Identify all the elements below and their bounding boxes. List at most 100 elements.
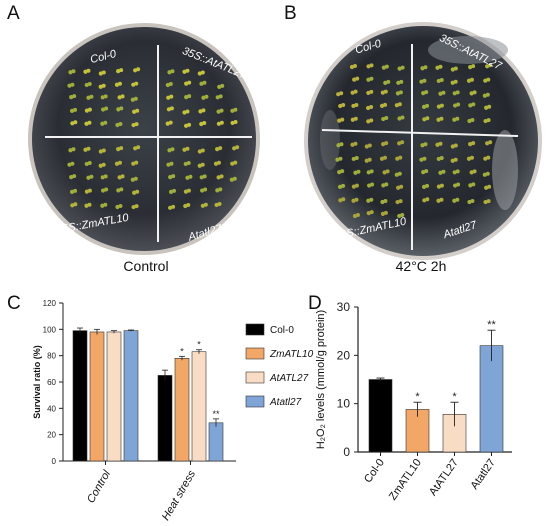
seedling: [354, 183, 359, 188]
seedling: [185, 68, 190, 73]
seedling: [135, 189, 140, 194]
control-plate: Col-0 35S::AtATL27 35S::ZmATL10 Atatl27: [28, 23, 260, 255]
bar: [174, 357, 190, 462]
bar: [157, 375, 173, 462]
bar: [368, 379, 393, 453]
seedling: [369, 105, 374, 110]
seedling: [455, 116, 460, 121]
seedling: [170, 69, 175, 74]
seedling: [220, 83, 225, 88]
seedling: [134, 81, 139, 86]
y-tick-label: 20: [337, 348, 351, 362]
seedling: [399, 184, 404, 189]
seedling: [169, 94, 174, 99]
seedling: [218, 146, 223, 151]
bar: [89, 331, 105, 462]
seedling: [104, 106, 109, 111]
seedling: [422, 156, 427, 161]
seedling: [87, 81, 92, 86]
seedling: [469, 155, 474, 160]
seedling: [439, 103, 444, 108]
significance-mark: *: [180, 346, 184, 356]
seedling: [369, 197, 374, 202]
seedling: [453, 79, 458, 84]
seedling: [441, 169, 446, 174]
significance-mark: **: [212, 409, 220, 419]
seedling: [367, 143, 372, 148]
seedling: [367, 157, 372, 162]
seedling: [353, 141, 358, 146]
seedling: [219, 120, 224, 125]
seedling: [133, 96, 138, 101]
seedling: [87, 188, 92, 193]
seedling: [117, 81, 122, 86]
seedling: [398, 155, 403, 160]
seedling: [439, 197, 444, 202]
seedling: [200, 70, 205, 75]
seedling: [486, 199, 491, 204]
seedling: [170, 147, 175, 152]
seedling: [104, 187, 109, 192]
bar: [106, 331, 122, 462]
seedling: [103, 174, 108, 179]
seedling: [425, 197, 430, 202]
significance-mark: **: [487, 319, 496, 331]
seedling: [423, 142, 428, 147]
seedling: [87, 120, 92, 125]
seedling: [486, 118, 491, 123]
seedling: [339, 142, 344, 147]
seedling: [485, 92, 490, 97]
x-tick-label: Heat stress: [160, 468, 198, 523]
seedling: [235, 145, 240, 150]
y-tick-label: 80: [47, 352, 56, 361]
seedling: [103, 120, 108, 125]
seedling: [340, 117, 345, 122]
bar: [479, 345, 504, 453]
seedling: [168, 81, 173, 86]
legend-swatch: [245, 395, 265, 408]
panel-letter-c: C: [7, 293, 21, 314]
panel-letter-a: A: [7, 3, 20, 24]
seedling: [441, 90, 446, 95]
seedling: [356, 169, 361, 174]
seedling: [354, 102, 359, 107]
seedling: [168, 120, 173, 125]
seedling: [118, 203, 123, 208]
seedling: [384, 116, 389, 121]
seedling: [439, 77, 444, 82]
seedling: [233, 160, 238, 165]
x-tick-label: Atatl27: [468, 457, 497, 492]
seedling: [425, 103, 430, 108]
seedling: [354, 155, 359, 160]
seedling: [171, 174, 176, 179]
seedling: [135, 108, 140, 113]
seedling: [171, 204, 176, 209]
bar: [72, 330, 88, 462]
seedling: [369, 210, 374, 215]
seedling: [424, 90, 429, 95]
seedling: [383, 198, 388, 203]
caption-control: Control: [123, 258, 168, 274]
seedling: [469, 77, 474, 82]
seedling: [217, 201, 222, 206]
seedling: [384, 141, 389, 146]
seedling: [73, 107, 78, 112]
seedling: [472, 169, 477, 174]
seedling: [400, 212, 405, 217]
seedling: [386, 79, 391, 84]
seedling: [399, 79, 404, 84]
seedling: [487, 184, 492, 189]
seedling: [202, 80, 207, 85]
seedling: [202, 120, 207, 125]
y-tick-label: 20: [47, 431, 56, 440]
seedling: [471, 64, 476, 69]
seedling: [384, 64, 389, 69]
seedling: [455, 169, 460, 174]
caption-heat: 42°C 2h: [396, 258, 447, 274]
seedling: [203, 187, 208, 192]
seedling: [383, 210, 388, 215]
chart-c: 0 20 40 60 80 100 120 Survival ratio (%) Control…: [32, 299, 314, 523]
seedling: [73, 120, 78, 125]
seedling: [70, 82, 75, 87]
seedling: [169, 106, 174, 111]
